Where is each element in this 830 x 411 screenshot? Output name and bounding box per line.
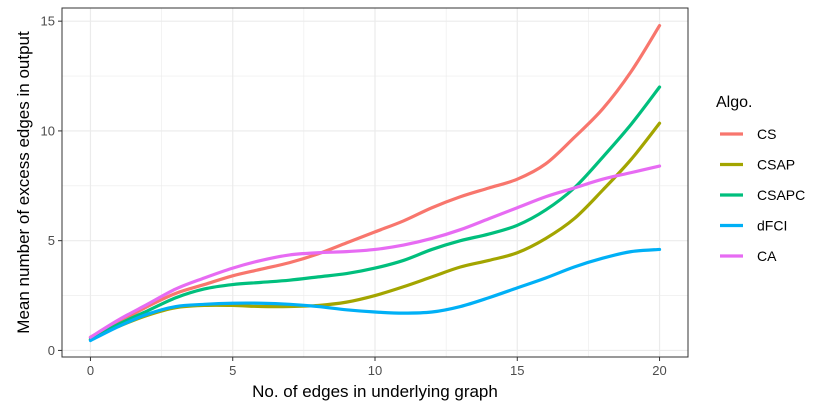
legend-label-cs: CS	[757, 126, 776, 142]
series-line-csapc	[88, 85, 662, 342]
legend-label-csapc: CSAPC	[757, 187, 805, 203]
y-axis-ticks: 0 5 10 15	[41, 14, 62, 358]
legend-title: Algo.	[716, 94, 752, 111]
series-lines	[88, 23, 662, 343]
y-tick-label: 0	[48, 343, 55, 358]
series-line-dfci	[88, 247, 662, 343]
x-tick-label: 20	[652, 363, 666, 378]
y-tick-label: 10	[41, 123, 55, 138]
major-gridlines	[62, 8, 688, 357]
legend-label-ca: CA	[757, 248, 777, 264]
series-line-ca	[88, 164, 662, 339]
x-tick-label: 0	[87, 363, 94, 378]
x-tick-label: 5	[229, 363, 236, 378]
legend-label-dfci: dFCI	[757, 218, 787, 234]
legend: Algo. CS CSAP CSAPC dFCI CA	[716, 94, 805, 264]
x-tick-label: 10	[368, 363, 382, 378]
y-tick-label: 15	[41, 14, 55, 29]
x-tick-label: 15	[510, 363, 524, 378]
legend-label-csap: CSAP	[757, 157, 795, 173]
series-line-cs	[88, 23, 662, 339]
x-axis-ticks: 0 5 10 15 20	[87, 357, 667, 378]
y-tick-label: 5	[48, 233, 55, 248]
x-axis-title: No. of edges in underlying graph	[252, 382, 498, 401]
y-axis-title: Mean number of excess edges in output	[14, 31, 33, 334]
